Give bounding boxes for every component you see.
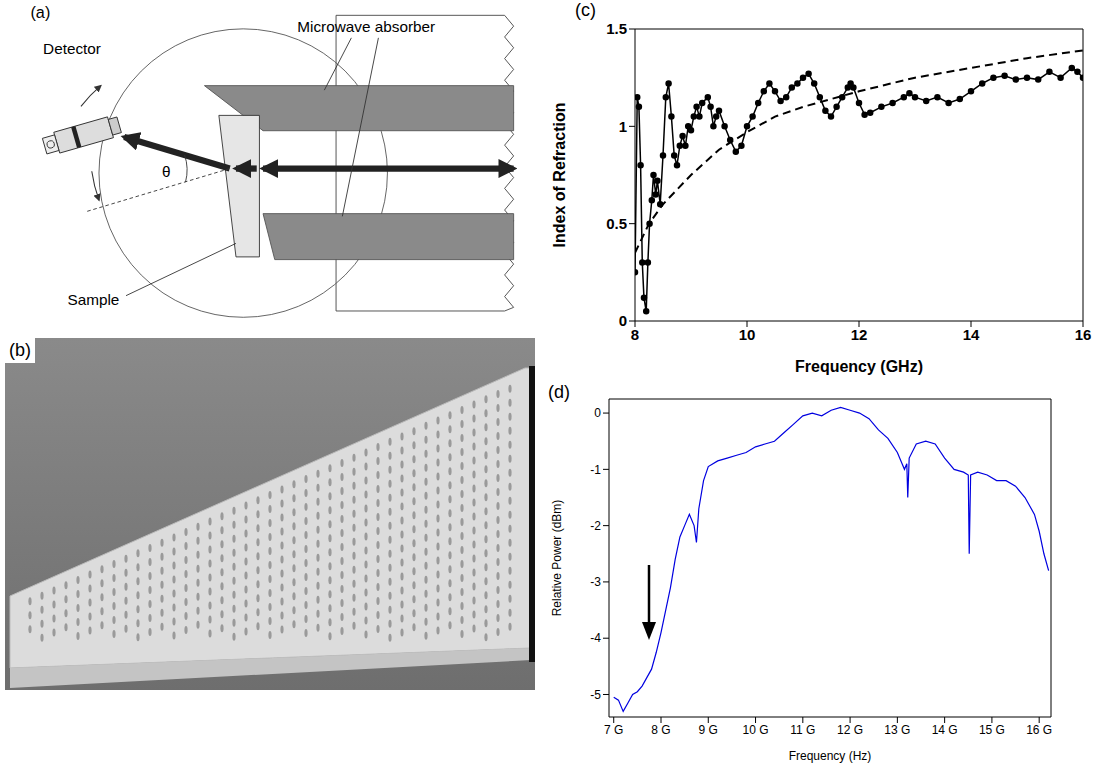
svg-text:15 G: 15 G [979, 723, 1005, 737]
svg-text:1.5: 1.5 [606, 20, 627, 37]
svg-text:-4: -4 [590, 631, 601, 645]
svg-text:13 G: 13 G [884, 723, 910, 737]
svg-text:0: 0 [619, 312, 627, 329]
svg-text:10: 10 [739, 326, 756, 343]
svg-text:Frequency (Hz): Frequency (Hz) [789, 749, 872, 763]
svg-text:0.5: 0.5 [606, 215, 627, 232]
html-text:(c): (c) [575, 0, 596, 20]
svg-text:8: 8 [631, 326, 639, 343]
svg-text:-3: -3 [590, 575, 601, 589]
svg-text:(a): (a) [30, 3, 50, 21]
svg-text:7 G: 7 G [604, 723, 623, 737]
svg-text:1: 1 [619, 118, 627, 135]
svg-text:14 G: 14 G [932, 723, 958, 737]
svg-text:0: 0 [594, 406, 601, 420]
svg-text:-1: -1 [590, 463, 601, 477]
svg-text:-2: -2 [590, 519, 601, 533]
svg-text:Microwave absorber: Microwave absorber [297, 18, 435, 35]
svg-text:θ: θ [162, 163, 171, 180]
svg-text:Sample: Sample [67, 291, 119, 308]
svg-text:Relative Power (dBm): Relative Power (dBm) [550, 500, 564, 617]
svg-text:12 G: 12 G [837, 723, 863, 737]
svg-text:9 G: 9 G [699, 723, 718, 737]
svg-text:Index of Refraction: Index of Refraction [551, 103, 568, 248]
html-text:(b): (b) [9, 340, 31, 360]
svg-text:12: 12 [851, 326, 868, 343]
svg-text:16 G: 16 G [1026, 723, 1052, 737]
svg-text:10 G: 10 G [743, 723, 769, 737]
svg-text:-5: -5 [590, 688, 601, 702]
html-text:(d): (d) [548, 382, 570, 402]
svg-text:Detector: Detector [43, 40, 101, 57]
svg-text:14: 14 [963, 326, 980, 343]
svg-text:Frequency (GHz): Frequency (GHz) [795, 358, 923, 375]
svg-text:8 G: 8 G [651, 723, 670, 737]
svg-text:16: 16 [1075, 326, 1092, 343]
svg-text:11 G: 11 G [790, 723, 815, 737]
